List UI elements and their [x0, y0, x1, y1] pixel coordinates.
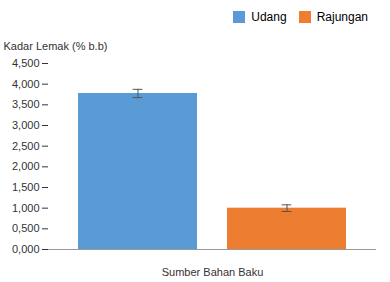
- html-text:Udang: Udang: [251, 9, 287, 24]
- svg-text:1,500: 1,500: [12, 181, 40, 193]
- svg-text:1,000: 1,000: [12, 202, 40, 214]
- svg-text:2,500: 2,500: [12, 140, 40, 152]
- svg-text:0,500: 0,500: [12, 222, 40, 234]
- svg-text:3,000: 3,000: [12, 119, 40, 131]
- html-text:Rajungan: Rajungan: [316, 9, 368, 24]
- svg-text:3,500: 3,500: [12, 98, 40, 110]
- svg-text:2,000: 2,000: [12, 160, 40, 172]
- svg-text:Kadar Lemak (% b.b): Kadar Lemak (% b.b): [4, 40, 108, 52]
- svg-text:0,000: 0,000: [12, 243, 40, 255]
- svg-text:4,000: 4,000: [12, 78, 40, 90]
- svg-text:Sumber Bahan Baku: Sumber Bahan Baku: [162, 266, 264, 278]
- svg-text:4,500: 4,500: [12, 57, 40, 69]
